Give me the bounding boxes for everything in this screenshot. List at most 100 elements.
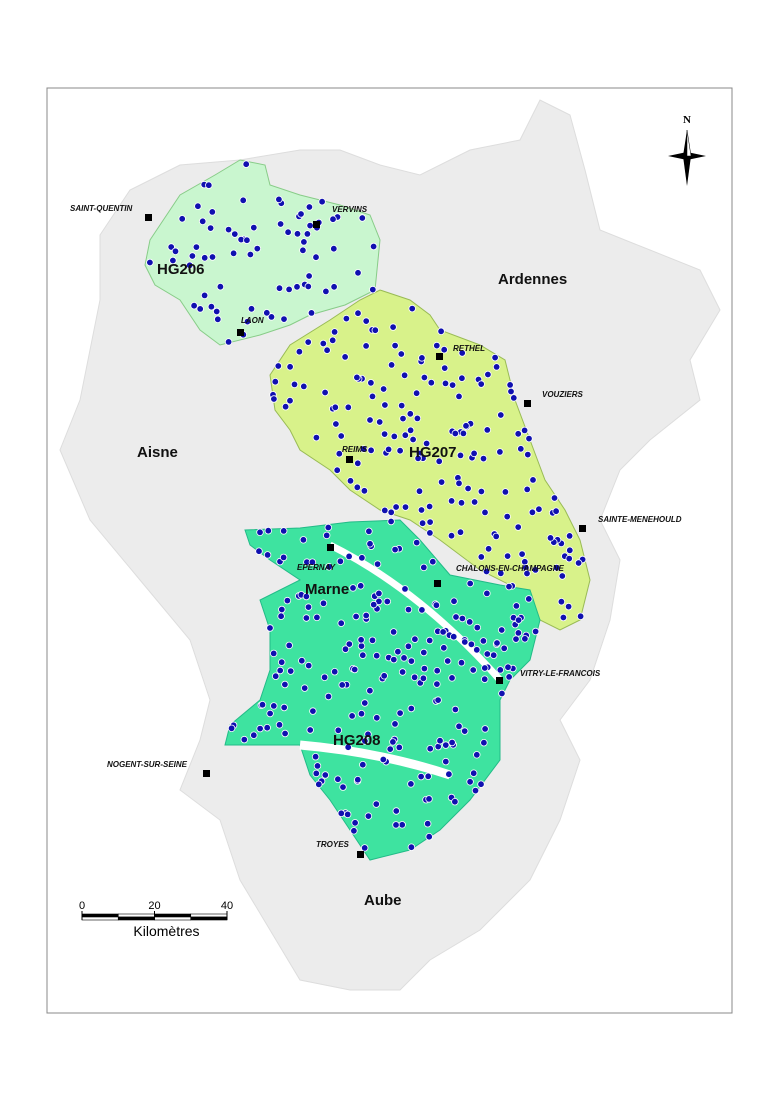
- well: [401, 503, 410, 511]
- well: [409, 435, 417, 444]
- well: [231, 230, 239, 238]
- well: [229, 249, 238, 257]
- well: [398, 668, 407, 676]
- well: [302, 592, 311, 601]
- well: [354, 269, 362, 277]
- well: [341, 353, 349, 361]
- well: [406, 426, 415, 434]
- well: [411, 635, 419, 643]
- well: [270, 649, 278, 658]
- well: [433, 341, 441, 350]
- well: [359, 445, 368, 453]
- well: [466, 579, 474, 588]
- well: [185, 261, 194, 269]
- well: [436, 737, 444, 745]
- well: [477, 487, 486, 496]
- well: [473, 623, 481, 632]
- well: [320, 673, 329, 681]
- well: [521, 635, 529, 643]
- well: [448, 738, 456, 747]
- well: [357, 710, 366, 718]
- well: [503, 512, 511, 521]
- well: [243, 317, 252, 326]
- well: [441, 379, 450, 388]
- well: [505, 673, 513, 681]
- well: [250, 731, 258, 739]
- well: [406, 410, 414, 418]
- well: [362, 611, 370, 620]
- town-label: SAINTE-MENEHOULD: [598, 515, 682, 524]
- well: [344, 810, 352, 819]
- well: [275, 721, 284, 729]
- well: [432, 601, 441, 609]
- well: [375, 597, 383, 606]
- well: [250, 223, 258, 232]
- well: [420, 373, 429, 382]
- well: [266, 709, 274, 718]
- well: [361, 844, 369, 852]
- well: [381, 401, 389, 409]
- well: [214, 315, 222, 323]
- well: [412, 389, 421, 397]
- well: [188, 252, 197, 260]
- well: [407, 657, 416, 665]
- well: [407, 780, 415, 788]
- well: [243, 236, 251, 244]
- well: [426, 518, 434, 526]
- well: [354, 309, 362, 317]
- well: [256, 528, 264, 536]
- well: [496, 666, 504, 674]
- well: [398, 821, 406, 829]
- well: [350, 827, 358, 835]
- well: [451, 705, 460, 714]
- well: [451, 429, 459, 438]
- well: [480, 739, 488, 747]
- aquifer-label: HG207: [409, 444, 457, 461]
- well: [283, 596, 292, 605]
- well: [305, 272, 313, 280]
- well: [352, 612, 360, 621]
- town-label: LAON: [241, 316, 264, 325]
- well: [469, 666, 477, 674]
- well: [450, 633, 458, 641]
- well: [284, 228, 292, 236]
- well: [420, 664, 429, 673]
- region-label: Ardennes: [498, 271, 567, 288]
- well: [362, 317, 370, 325]
- well: [280, 527, 288, 535]
- well: [434, 696, 442, 704]
- well: [305, 661, 313, 670]
- well: [433, 667, 441, 675]
- well: [418, 606, 426, 614]
- well: [458, 374, 466, 382]
- well: [240, 735, 248, 744]
- scale-segment: [190, 913, 228, 918]
- well: [375, 589, 383, 598]
- scale-label: 20: [148, 900, 160, 912]
- region-label: Aube: [364, 892, 402, 909]
- well: [464, 484, 472, 493]
- scale-unit: Kilomètres: [133, 923, 199, 939]
- well: [264, 527, 272, 535]
- well: [192, 243, 201, 251]
- well: [512, 635, 520, 643]
- well: [426, 636, 434, 645]
- well: [447, 532, 456, 540]
- well: [304, 282, 312, 291]
- well: [266, 624, 274, 632]
- well: [331, 403, 339, 411]
- well: [304, 338, 312, 346]
- well: [498, 626, 506, 634]
- well: [414, 454, 422, 462]
- well: [483, 589, 491, 598]
- well: [358, 214, 366, 222]
- well: [278, 605, 286, 614]
- well: [483, 426, 491, 434]
- scale-segment: [190, 916, 228, 921]
- well: [305, 203, 314, 211]
- well: [455, 722, 463, 730]
- well: [334, 726, 342, 734]
- well: [224, 338, 233, 346]
- well: [550, 494, 559, 502]
